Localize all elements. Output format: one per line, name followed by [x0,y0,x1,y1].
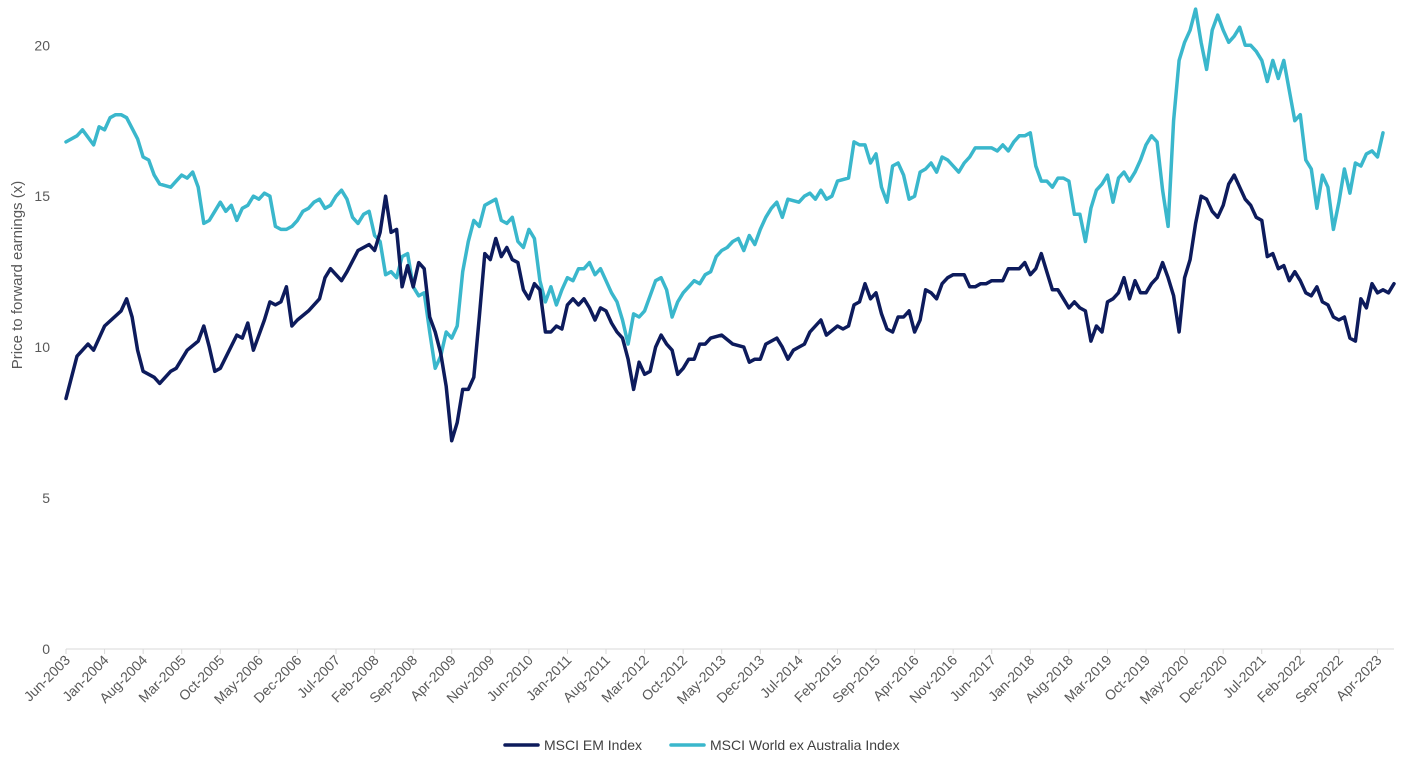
y-tick-label: 5 [42,490,50,506]
y-axis-title: Price to forward earnings (x) [9,181,26,369]
series-lines [64,7,1396,443]
series-line-msci-world-ex-australia [64,7,1385,371]
legend: MSCI EM Index MSCI World ex Australia Ind… [503,737,900,753]
y-tick-label: 10 [34,339,50,355]
y-axis-title-group: Price to forward earnings (x) [9,181,26,369]
x-tick-labels: Jun-2003Jan-2004Aug-2004Mar-2005Oct-2005… [21,649,1385,707]
series-line-msci-em [64,173,1396,443]
y-tick-label: 15 [34,188,50,204]
legend-label: MSCI EM Index [544,737,642,753]
legend-label: MSCI World ex Australia Index [710,737,900,753]
y-tick-label: 20 [34,37,50,53]
y-tick-labels: 0 5 10 15 20 [34,37,50,657]
y-tick-label: 0 [42,641,50,657]
